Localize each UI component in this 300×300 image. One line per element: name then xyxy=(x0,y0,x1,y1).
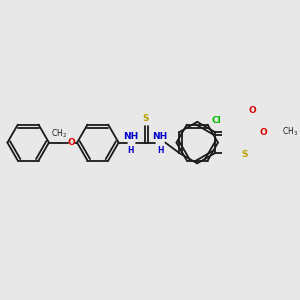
Text: S: S xyxy=(142,114,148,123)
Text: H: H xyxy=(127,146,134,155)
Text: O: O xyxy=(260,128,268,137)
Text: CH$_2$: CH$_2$ xyxy=(51,128,67,140)
Text: CH$_3$: CH$_3$ xyxy=(282,126,298,139)
Text: S: S xyxy=(242,150,248,159)
Text: O: O xyxy=(67,138,75,147)
Text: NH: NH xyxy=(123,132,138,141)
Text: H: H xyxy=(157,146,164,155)
Text: O: O xyxy=(249,106,256,115)
Text: NH: NH xyxy=(152,132,168,141)
Text: Cl: Cl xyxy=(212,116,221,125)
